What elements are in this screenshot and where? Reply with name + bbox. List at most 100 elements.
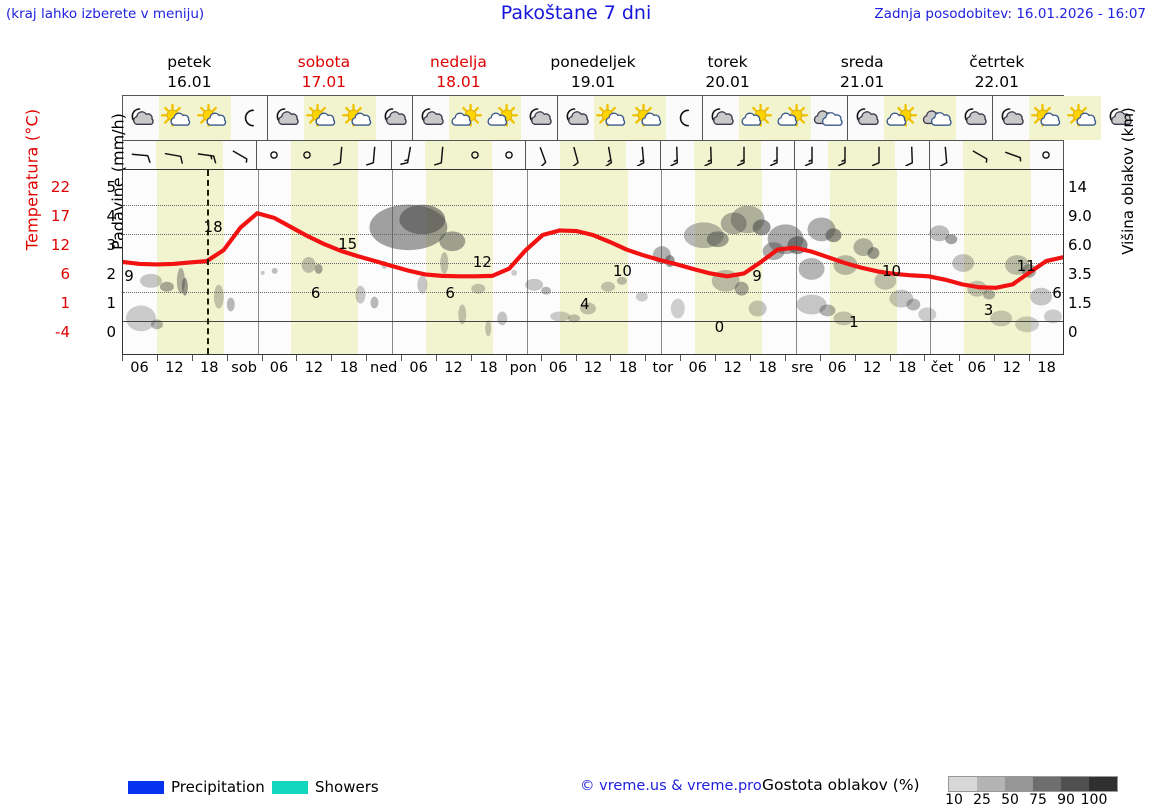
day-date: 17.01: [301, 73, 347, 91]
sun-cloud-icon: [630, 96, 666, 140]
x-axis-tick: [994, 355, 1029, 361]
wind-barb-icon: [358, 141, 391, 169]
axis-tick-label: 2: [106, 264, 116, 283]
x-axis-label: 06: [409, 360, 428, 376]
wind-barb-icon: [123, 141, 156, 169]
x-axis-tick: [505, 355, 541, 361]
legend-precipitation-label: Precipitation: [171, 778, 265, 796]
temperature-curve: [123, 211, 1063, 290]
cloud-density-tick: 50: [1001, 792, 1019, 808]
day-date: 16.01: [167, 73, 212, 91]
cloud-icon: [811, 96, 847, 140]
cloud-density-step: [1033, 777, 1061, 791]
x-axis-label: pon: [509, 360, 537, 376]
wind-day-group: [392, 141, 527, 169]
wind-barb-icon: [290, 141, 325, 169]
day-separator: [795, 170, 797, 354]
day-separator: [257, 170, 259, 354]
page-title: Pakoštane 7 dni: [500, 2, 652, 24]
moon-cloud-icon: [521, 96, 557, 140]
daylight-band: [964, 170, 998, 354]
cloud-density-step: [977, 777, 1005, 791]
axis-tick-label: 4: [106, 206, 116, 225]
x-axis-label: 12: [723, 360, 742, 376]
x-axis-label: 18: [618, 360, 638, 376]
x-axis-tick: [680, 355, 715, 361]
x-axis-tick: [122, 355, 157, 361]
day-header-nedelja: nedelja 18.01: [391, 52, 526, 94]
x-axis-label: 12: [1002, 360, 1021, 376]
x-axis-ticks: [122, 355, 1064, 367]
day-name: sobota: [297, 53, 351, 71]
x-axis-tick: [1029, 355, 1064, 361]
legend-showers-label: Showers: [315, 778, 379, 796]
moon-cloud-icon: [558, 96, 594, 140]
cloud-density-tick: 25: [973, 792, 991, 808]
x-axis-tick: [226, 355, 262, 361]
day-header-petek: petek 16.01: [122, 52, 257, 94]
daylight-band: [459, 170, 494, 354]
axis-tick-label: 6: [60, 264, 70, 283]
moon-cloud-icon: [413, 96, 449, 140]
daylight-band: [728, 170, 763, 354]
temperature-point-label: 9: [124, 267, 134, 285]
wind-barb-icon: [996, 141, 1030, 169]
wind-barb-icon: [392, 141, 425, 169]
x-axis-tick: [784, 355, 820, 361]
day-date: 22.01: [974, 73, 1019, 91]
daylight-band: [694, 170, 729, 354]
day-date: 18.01: [436, 73, 481, 91]
legend-showers: Showers: [272, 778, 379, 796]
icon-day-group: [703, 96, 848, 140]
x-axis-label: 06: [130, 360, 149, 376]
weather-icon-band: [122, 95, 1132, 141]
day-date: 19.01: [570, 73, 616, 91]
cloud-density-step: [949, 777, 977, 791]
temperature-point-label: 11: [1016, 257, 1036, 276]
x-axis-tick: [401, 355, 436, 361]
wind-day-group: [526, 141, 661, 169]
forecast-plot-area: 9 18 6 15 6 12 4 10 0 9 1 10 3 11 6: [122, 169, 1064, 355]
axis-tick-label: 1.5: [1068, 293, 1092, 312]
day-name: petek: [167, 53, 212, 71]
temperature-point-label: 4: [580, 295, 590, 314]
x-axis-label: 18: [200, 360, 219, 376]
daylight-band: [863, 170, 897, 354]
moon-icon: [666, 96, 702, 140]
day-name: sreda: [840, 53, 884, 71]
cloud-density-color-ramp: [948, 776, 1118, 792]
icon-day-group: [848, 96, 993, 140]
wind-day-group: [661, 141, 796, 169]
legend-precipitation: Precipitation: [128, 778, 265, 796]
daylight-band: [291, 170, 325, 354]
grid-line: [123, 263, 1063, 264]
moon-cloud-icon: [956, 96, 992, 140]
moon-cloud-icon: [848, 96, 884, 140]
axis-tick-label: 1: [106, 293, 116, 312]
current-time-marker: [207, 170, 210, 354]
x-axis-label: 12: [583, 360, 603, 376]
x-axis-tick: [540, 355, 576, 361]
copyright-link[interactable]: © vreme.us & vreme.pro: [580, 778, 762, 794]
day-date: 21.01: [839, 73, 885, 91]
cloud-sun-icon: [485, 96, 521, 140]
day-separator: [930, 170, 932, 354]
axis-tick-label: 6.0: [1068, 235, 1092, 254]
sun-cloud-icon: [159, 96, 195, 140]
wind-barb-icon: [1030, 141, 1063, 169]
x-axis-label: 18: [758, 360, 777, 376]
daylight-band: [560, 170, 594, 354]
cloud-density-tick: 10: [945, 792, 963, 808]
cloud-sun-icon: [884, 96, 920, 140]
wind-barb-icon: [930, 141, 963, 169]
cloud-density-legend-title: Gostota oblakov (%): [762, 776, 920, 794]
axis-tick-label: 22: [50, 177, 70, 196]
x-axis-tick: [366, 355, 401, 361]
wind-barb-icon: [795, 141, 828, 169]
cloud-sun-icon: [449, 96, 485, 140]
icon-day-group: [268, 96, 413, 140]
zero-baseline: [123, 321, 1063, 322]
chart-legend: Precipitation Showers © vreme.us & vreme…: [0, 386, 1152, 808]
temperature-point-label: 10: [882, 262, 902, 281]
wind-day-group: [795, 141, 930, 169]
